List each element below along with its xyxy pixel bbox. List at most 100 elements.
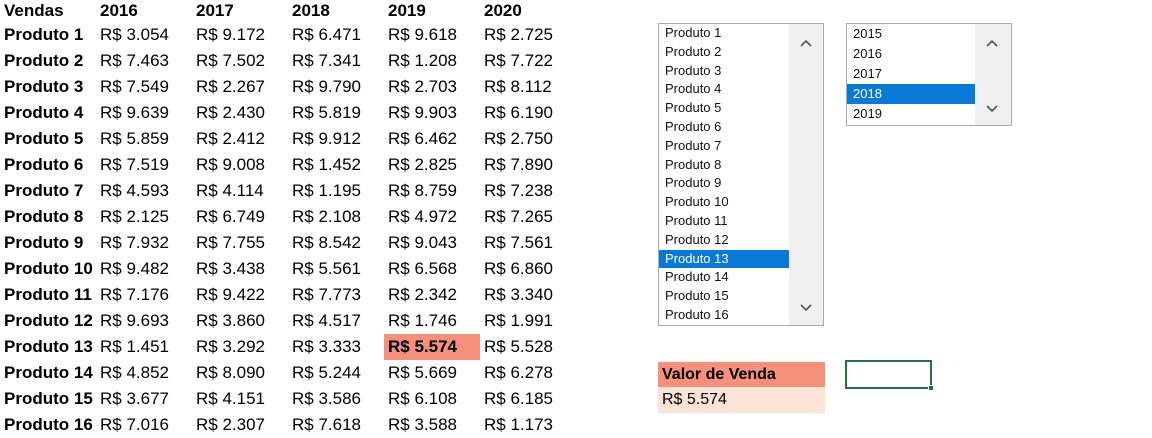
value-cell[interactable]: R$ 6.860 (484, 259, 553, 278)
product-row-header[interactable]: Produto 8 (4, 207, 84, 226)
product-listbox[interactable]: Produto 1 Produto 2 Produto 3 Produto 4 Prod… (658, 23, 824, 326)
product-list-item[interactable]: Produto 1 (665, 25, 722, 40)
value-cell[interactable]: R$ 5.528 (484, 337, 553, 356)
value-cell[interactable]: R$ 4.114 (196, 181, 264, 200)
value-cell[interactable]: R$ 6.749 (196, 207, 265, 226)
value-cell[interactable]: R$ 2.125 (100, 207, 169, 226)
value-cell[interactable]: R$ 3.588 (388, 415, 457, 434)
product-row-header[interactable]: Produto 16 (4, 415, 93, 434)
value-cell[interactable]: R$ 4.151 (196, 389, 265, 408)
value-cell[interactable]: R$ 9.008 (196, 155, 265, 174)
value-cell[interactable]: R$ 2.267 (196, 77, 265, 96)
product-list-item[interactable]: Produto 9 (665, 175, 722, 191)
value-cell[interactable]: R$ 4.852 (100, 363, 169, 382)
highlighted-value-cell[interactable]: R$ 5.574 (384, 334, 480, 360)
value-cell[interactable]: R$ 2.307 (196, 415, 265, 434)
value-cell[interactable]: R$ 7.341 (292, 51, 361, 70)
product-list-item[interactable]: Produto 5 (665, 100, 722, 116)
year-column-header[interactable]: 2020 (484, 1, 522, 20)
value-cell[interactable]: R$ 3.586 (292, 389, 361, 408)
year-column-header[interactable]: 2017 (196, 1, 234, 20)
value-cell[interactable]: R$ 7.618 (292, 415, 361, 434)
product-row-header[interactable]: Produto 5 (4, 129, 84, 148)
value-cell[interactable]: R$ 7.519 (100, 155, 169, 174)
value-cell[interactable]: R$ 7.561 (484, 233, 553, 252)
value-cell[interactable]: R$ 1.173 (484, 415, 553, 434)
value-cell[interactable]: R$ 7.265 (484, 207, 553, 226)
value-cell[interactable]: R$ 6.278 (484, 363, 553, 382)
product-row-header[interactable]: Produto 6 (4, 155, 84, 174)
year-list-item[interactable]: 2016 (853, 46, 882, 61)
value-cell[interactable]: R$ 8.542 (292, 233, 361, 252)
product-row-header[interactable]: Produto 7 (4, 181, 84, 200)
value-cell[interactable]: R$ 2.825 (388, 155, 457, 174)
product-row-header[interactable]: Produto 12 (4, 311, 93, 330)
value-cell[interactable]: R$ 2.430 (196, 103, 265, 122)
product-list-item[interactable]: Produto 11 (665, 212, 728, 228)
fill-handle[interactable] (928, 385, 934, 391)
value-cell[interactable]: R$ 3.340 (484, 285, 553, 304)
value-cell[interactable]: R$ 2.412 (196, 129, 265, 148)
value-cell[interactable]: R$ 3.860 (196, 311, 265, 330)
value-cell[interactable]: R$ 3.292 (196, 337, 265, 356)
value-cell[interactable]: R$ 2.703 (388, 77, 457, 96)
value-cell[interactable]: R$ 9.639 (100, 103, 169, 122)
product-row-header[interactable]: Produto 4 (4, 103, 84, 122)
product-row-header[interactable]: Produto 10 (4, 259, 93, 278)
product-row-header[interactable]: Produto 3 (4, 77, 84, 96)
product-row-header[interactable]: Produto 11 (4, 285, 92, 304)
value-cell[interactable]: R$ 9.903 (388, 103, 457, 122)
value-cell[interactable]: R$ 7.890 (484, 155, 553, 174)
value-cell[interactable]: R$ 8.112 (484, 77, 552, 96)
value-cell[interactable]: R$ 1.195 (292, 181, 361, 200)
product-list-item[interactable]: Produto 15 (665, 288, 729, 304)
product-list-item[interactable]: Produto 4 (665, 81, 722, 97)
product-list-item[interactable]: Produto 8 (665, 156, 722, 172)
product-row-header[interactable]: Produto 9 (4, 233, 84, 252)
product-list-item[interactable]: Produto 10 (665, 194, 729, 210)
product-list-item-selected[interactable]: Produto 13 (659, 249, 789, 269)
value-cell[interactable]: R$ 8.759 (388, 181, 457, 200)
value-cell[interactable]: R$ 2.108 (292, 207, 361, 226)
value-cell[interactable]: R$ 9.618 (388, 25, 457, 44)
value-cell[interactable]: R$ 6.190 (484, 103, 553, 122)
value-cell[interactable]: R$ 1.746 (388, 311, 457, 330)
product-row-header[interactable]: Produto 1 (4, 25, 84, 44)
year-column-header[interactable]: 2018 (292, 1, 330, 20)
year-column-header[interactable]: 2019 (388, 1, 426, 20)
value-cell[interactable]: R$ 3.054 (100, 25, 169, 44)
product-list-item[interactable]: Produto 12 (665, 231, 729, 247)
value-cell[interactable]: R$ 6.471 (292, 25, 361, 44)
value-cell[interactable]: R$ 3.333 (292, 337, 361, 356)
value-cell[interactable]: R$ 5.669 (388, 363, 457, 382)
value-cell[interactable]: R$ 3.438 (196, 259, 265, 278)
value-cell[interactable]: R$ 4.593 (100, 181, 169, 200)
value-cell[interactable]: R$ 7.773 (292, 285, 361, 304)
product-list-item[interactable]: Produto 2 (665, 43, 722, 59)
product-list-item[interactable]: Produto 3 (665, 62, 722, 78)
product-row-header[interactable]: Produto 13 (4, 337, 93, 356)
year-list-scrollbar[interactable] (975, 24, 1011, 125)
year-list-item[interactable]: 2015 (853, 26, 882, 41)
year-list-item[interactable]: 2019 (853, 106, 882, 121)
table-title-header[interactable]: Vendas (4, 1, 64, 20)
value-cell[interactable]: R$ 9.693 (100, 311, 169, 330)
value-cell[interactable]: R$ 6.462 (388, 129, 457, 148)
value-cell[interactable]: R$ 5.819 (292, 103, 361, 122)
scroll-up-button[interactable] (975, 32, 1009, 54)
value-cell[interactable]: R$ 4.972 (388, 207, 457, 226)
value-cell[interactable]: R$ 6.568 (388, 259, 457, 278)
year-list-item-selected[interactable]: 2018 (847, 84, 975, 104)
product-list-item[interactable]: Produto 14 (665, 269, 729, 285)
year-list-item[interactable]: 2017 (853, 66, 882, 81)
value-cell[interactable]: R$ 9.482 (100, 259, 169, 278)
scroll-down-button[interactable] (975, 98, 1009, 120)
value-cell[interactable]: R$ 1.991 (484, 311, 553, 330)
value-cell[interactable]: R$ 7.722 (484, 51, 553, 70)
value-cell[interactable]: R$ 2.750 (484, 129, 553, 148)
product-list-item[interactable]: Produto 6 (665, 118, 722, 134)
value-cell[interactable]: R$ 7.755 (196, 233, 265, 252)
value-cell[interactable]: R$ 1.451 (100, 337, 169, 356)
value-cell[interactable]: R$ 2.342 (388, 285, 457, 304)
scroll-down-button[interactable] (789, 297, 823, 319)
